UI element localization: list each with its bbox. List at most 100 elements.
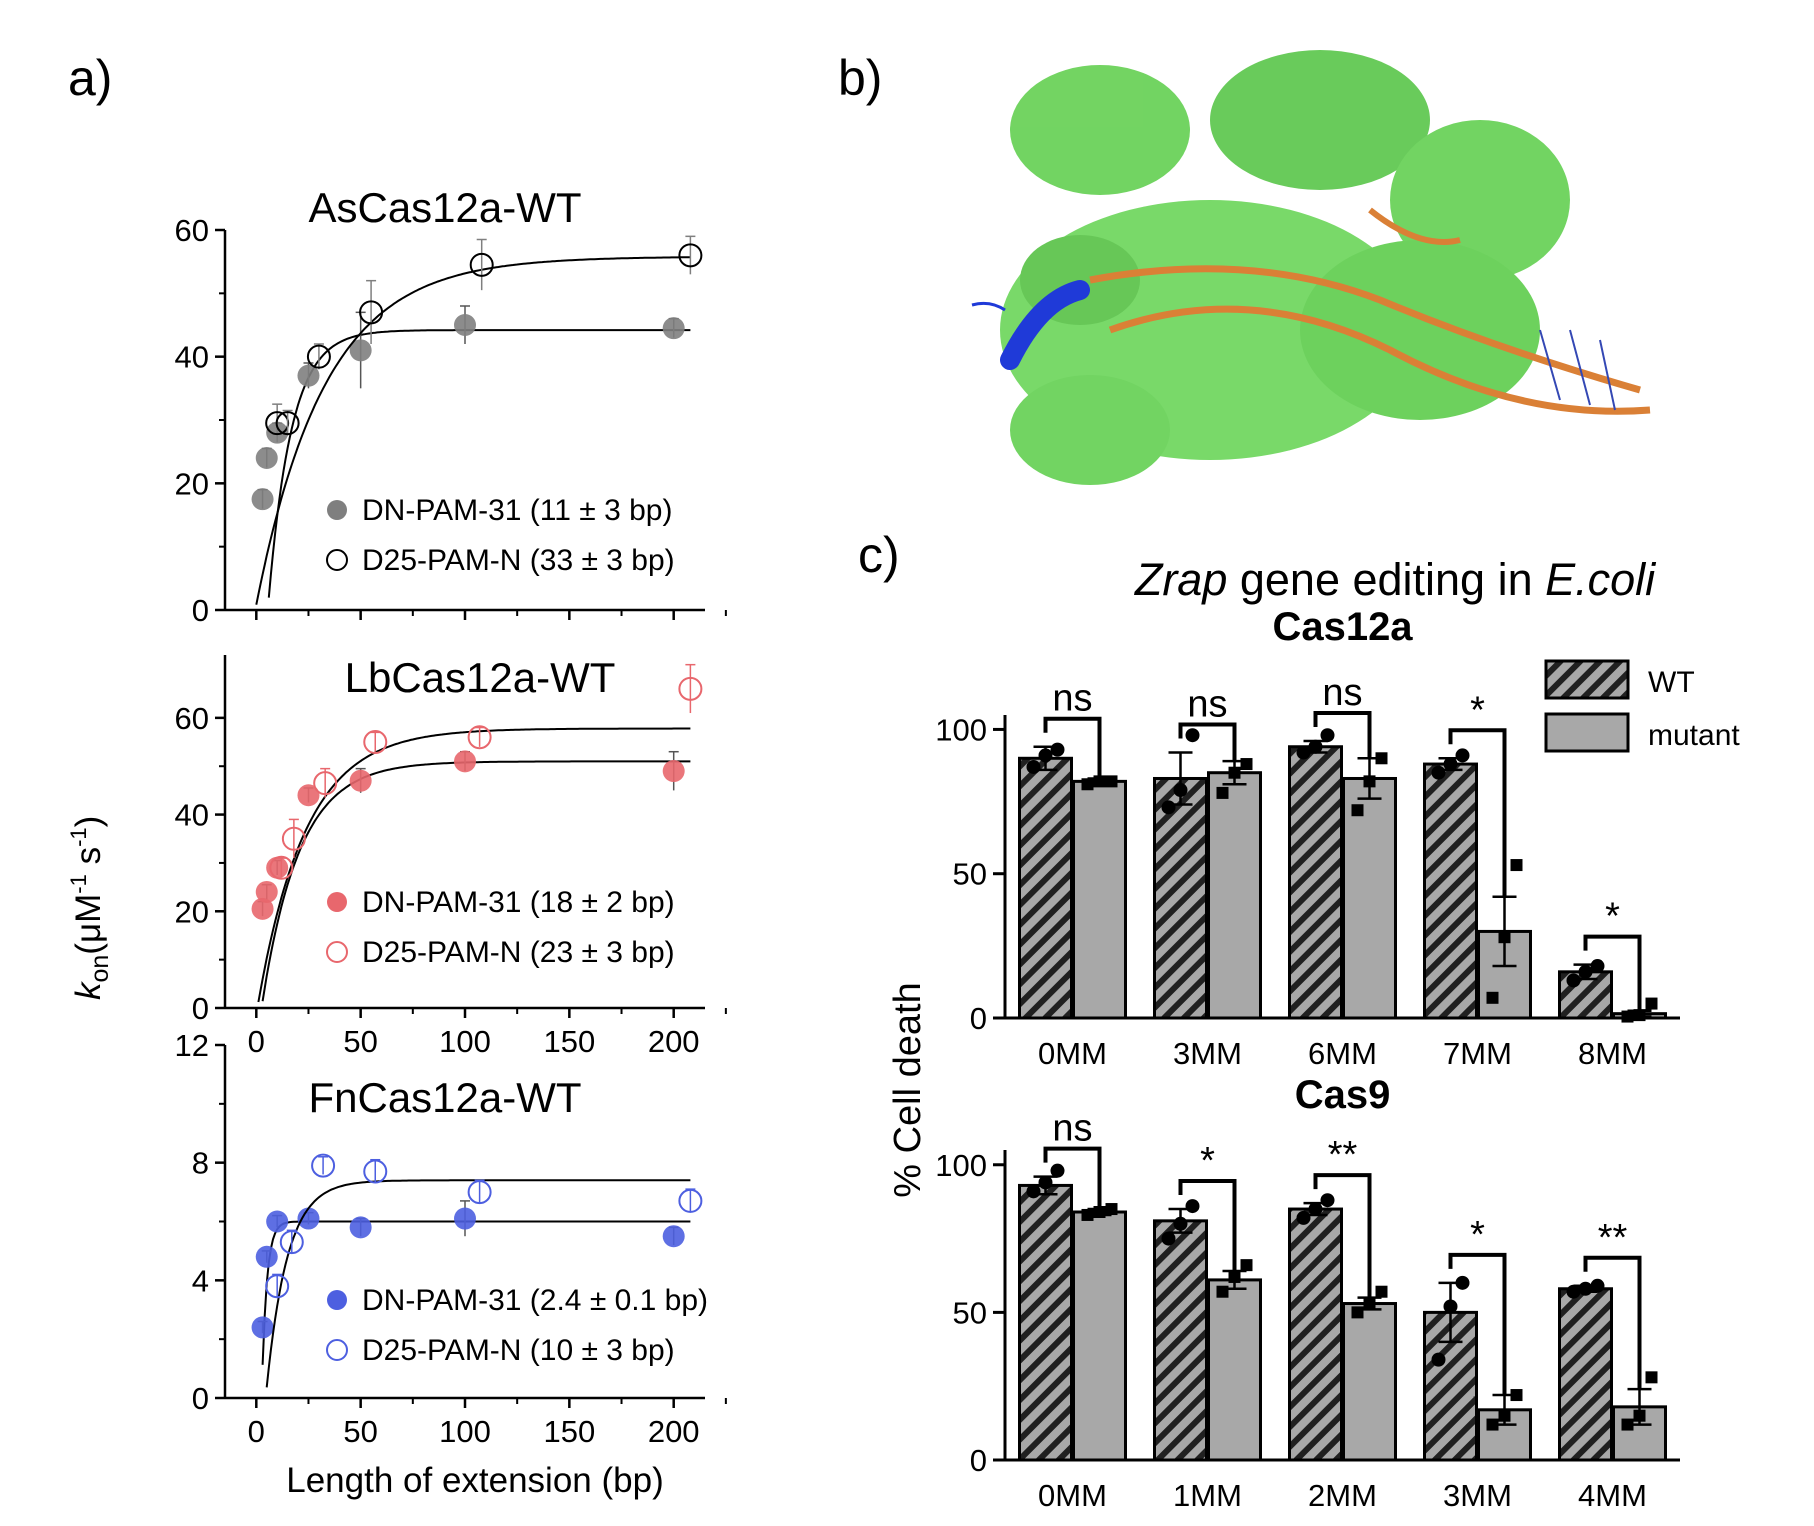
bar-wt xyxy=(1288,745,1343,1020)
dna-strand-2 xyxy=(1108,305,1651,415)
data-point xyxy=(255,880,278,903)
panel-label-a: a) xyxy=(68,50,112,106)
x-tick-label: 200 xyxy=(648,1024,700,1059)
kon-axis-label-main: k xyxy=(69,981,108,1000)
category-label: 2MM xyxy=(1308,1478,1377,1513)
chart-title: LbCas12a-WT xyxy=(345,654,616,701)
category-label: 0MM xyxy=(1038,1478,1107,1513)
replicate-point xyxy=(1185,728,1200,743)
category-label: 6MM xyxy=(1308,1036,1377,1071)
kon-axis-label: kon(μM-1 s-1) xyxy=(66,816,114,1000)
replicate-point xyxy=(1351,804,1364,817)
kon-axis-label-sup2: -1 xyxy=(66,827,91,847)
replicate-point xyxy=(1455,748,1470,763)
replicate-point xyxy=(1093,775,1106,788)
data-point xyxy=(363,730,388,755)
data-point xyxy=(349,769,372,792)
replicate-point xyxy=(1431,765,1446,780)
replicate-point xyxy=(1081,778,1094,791)
bar-legend: WT mutant xyxy=(1544,659,1740,753)
replicate-point xyxy=(1216,786,1229,799)
replicate-point xyxy=(1510,1389,1523,1402)
data-point xyxy=(255,447,278,469)
y-tick-label: 12 xyxy=(175,1028,209,1063)
kon-axis-label-rest2: s xyxy=(69,847,108,874)
kon-axis-label-sub: on xyxy=(86,955,114,983)
kon-axis-label-close: ) xyxy=(69,816,108,828)
replicate-point xyxy=(1228,766,1241,779)
replicate-point xyxy=(1590,1278,1605,1293)
replicate-point xyxy=(1161,1231,1176,1246)
data-point xyxy=(251,488,274,511)
bar-wt xyxy=(1558,1287,1613,1462)
y-tick-label: 40 xyxy=(175,340,209,375)
panel-c-title: Zrap gene editing in E.coli xyxy=(1134,554,1657,605)
replicate-point xyxy=(1645,997,1658,1010)
protein-lobe-4 xyxy=(1300,240,1540,420)
significance-label: ns xyxy=(1322,672,1362,714)
bar-wt xyxy=(1153,776,1208,1020)
data-point xyxy=(251,1316,274,1339)
significance-label: * xyxy=(1470,689,1485,731)
replicate-point xyxy=(1633,1009,1646,1022)
significance-label: * xyxy=(1470,1214,1485,1256)
bar-mutant xyxy=(1207,771,1262,1020)
y-tick-label: 60 xyxy=(175,213,209,248)
significance-label: ** xyxy=(1598,1217,1628,1259)
y-tick-label: 0 xyxy=(192,593,209,628)
panel-label-c: c) xyxy=(858,527,900,583)
replicate-point xyxy=(1216,1285,1229,1298)
panel-c-title-gene: Zrap xyxy=(1134,554,1228,605)
category-label: 4MM xyxy=(1578,1478,1647,1513)
data-point xyxy=(311,1153,336,1178)
replicate-point xyxy=(1240,1259,1253,1272)
replicate-point xyxy=(1105,775,1118,788)
category-label: 8MM xyxy=(1578,1036,1647,1071)
legend-label: DN-PAM-31 (2.4 ± 0.1 bp) xyxy=(362,1284,708,1317)
significance-bracket xyxy=(1448,1252,1507,1396)
legend-mutant-label: mutant xyxy=(1648,719,1740,752)
data-point xyxy=(297,1207,320,1230)
x-tick-label: 150 xyxy=(543,1024,595,1059)
replicate-point xyxy=(1351,1306,1364,1319)
replicate-point xyxy=(1443,1299,1458,1314)
data-point xyxy=(281,826,306,851)
bar-mutant xyxy=(1072,1210,1127,1462)
x-tick-label: 100 xyxy=(439,1414,491,1449)
replicate-point xyxy=(1621,1010,1634,1023)
significance-label: * xyxy=(1200,1140,1215,1182)
y-tick-label: 8 xyxy=(192,1146,209,1181)
category-label: 1MM xyxy=(1173,1478,1242,1513)
bar-mutant xyxy=(1342,1302,1397,1462)
y-tick-label: 0 xyxy=(192,991,209,1026)
panel-c-title-organism: E.coli xyxy=(1545,554,1657,605)
x-tick-label: 0 xyxy=(248,1024,265,1059)
y-tick-label: 4 xyxy=(192,1263,209,1298)
significance-bracket xyxy=(1178,722,1237,762)
data-point xyxy=(678,243,703,268)
data-point xyxy=(266,1210,289,1233)
replicate-point xyxy=(1050,742,1065,757)
replicate-point xyxy=(1375,752,1388,765)
fncas12a-chart: FnCas12a-WT 0 4 8 12 0 50 100 150 200 DN-PAM-31 (2… xyxy=(175,1028,727,1449)
replicate-point xyxy=(1173,783,1188,798)
protein-lobe-1 xyxy=(1010,65,1190,195)
category-label: 3MM xyxy=(1173,1036,1242,1071)
legend-wt-swatch xyxy=(1544,659,1630,700)
protein-lobe-5 xyxy=(1010,375,1170,485)
legend-wt-label: WT xyxy=(1648,666,1695,699)
significance-bracket xyxy=(1583,934,1642,1011)
bar-mutant xyxy=(1072,779,1127,1020)
protein-structure-icon xyxy=(971,50,1651,485)
legend-marker xyxy=(327,1290,347,1310)
legend-label: DN-PAM-31 (18 ± 2 bp) xyxy=(362,886,675,919)
data-point xyxy=(297,784,320,807)
category-label: 0MM xyxy=(1038,1036,1107,1071)
replicate-point xyxy=(1645,1371,1658,1384)
y-tick-label: 50 xyxy=(953,857,987,892)
replicate-point xyxy=(1486,991,1499,1004)
x-tick-label: 200 xyxy=(648,1414,700,1449)
significance-bracket xyxy=(1043,716,1102,779)
replicate-point xyxy=(1566,973,1581,988)
x-tick-label: 100 xyxy=(439,1024,491,1059)
